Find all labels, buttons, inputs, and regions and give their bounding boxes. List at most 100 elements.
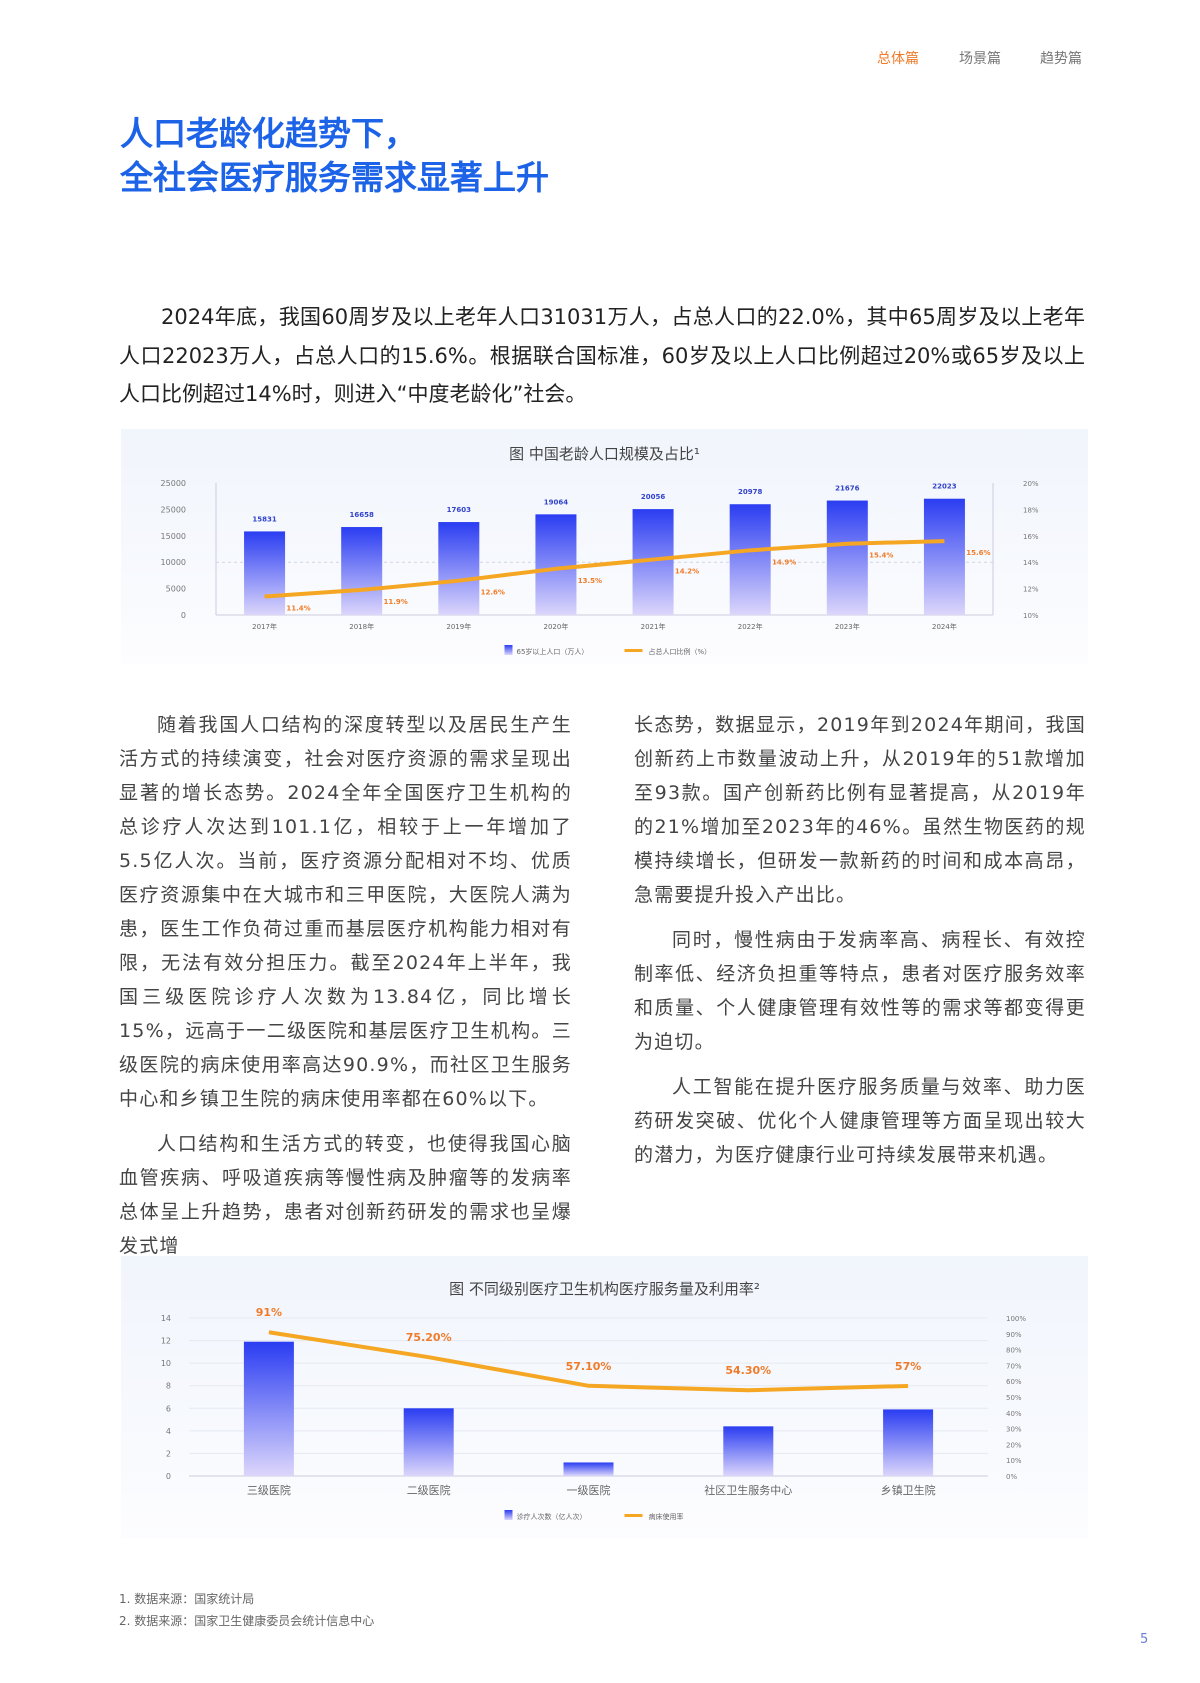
right-axis-tick-label: 0% bbox=[1006, 1473, 1017, 1481]
body-paragraph: 人口结构和生活方式的转变，也使得我国心脑血管疾病、呼吸道疾病等慢性病及肿瘤等的发… bbox=[119, 1133, 572, 1257]
left-axis-tick-label: 10 bbox=[161, 1359, 171, 1368]
x-axis-category-label: 2020年 bbox=[544, 622, 569, 631]
page-title: 人口老龄化趋势下， 全社会医疗服务需求显著上升 bbox=[120, 112, 549, 200]
bar-value-label: 21676 bbox=[835, 485, 859, 493]
line-value-label: 75.20% bbox=[406, 1331, 452, 1344]
right-axis-tick-label: 40% bbox=[1006, 1410, 1022, 1418]
body-paragraph: 同时，慢性病由于发病率高、病程长、有效控制率低、经济负担重等特点，患者对医疗服务… bbox=[634, 929, 1086, 1053]
x-axis-category-label: 一级医院 bbox=[567, 1483, 611, 1497]
right-axis-tick-label: 20% bbox=[1023, 480, 1039, 488]
left-axis-tick-label: 25000 bbox=[161, 479, 186, 488]
chart-title: 图 中国老龄人口规模及占比¹ bbox=[509, 445, 700, 463]
legend-bar-swatch bbox=[504, 645, 513, 655]
title-line-1: 人口老龄化趋势下， bbox=[120, 114, 417, 153]
left-axis-tick-label: 14 bbox=[161, 1314, 171, 1323]
line-value-label: 57% bbox=[895, 1360, 921, 1373]
x-axis-category-label: 三级医院 bbox=[247, 1483, 291, 1497]
right-axis-tick-label: 90% bbox=[1006, 1331, 1022, 1339]
legend-bar-label: 诊疗人次数（亿人次） bbox=[517, 1512, 587, 1521]
x-axis-category-label: 2024年 bbox=[932, 622, 957, 631]
left-axis-tick-label: 12 bbox=[161, 1337, 171, 1346]
legend-bar-swatch bbox=[504, 1510, 513, 1520]
bar bbox=[535, 514, 577, 615]
x-axis-category-label: 2021年 bbox=[641, 622, 666, 631]
bar bbox=[923, 498, 965, 615]
bar-value-label: 16658 bbox=[350, 511, 374, 519]
title-line-2: 全社会医疗服务需求显著上升 bbox=[120, 158, 549, 197]
body-paragraph: 长态势，数据显示，2019年到2024年期间，我国创新药上市数量波动上升，从20… bbox=[634, 714, 1086, 906]
bar-value-label: 20978 bbox=[738, 488, 762, 496]
legend-line-label: 占总人口比例（%） bbox=[649, 647, 712, 656]
nav-tab-overview[interactable]: 总体篇 bbox=[877, 51, 919, 67]
right-axis-tick-label: 100% bbox=[1006, 1315, 1026, 1323]
line-value-label: 12.6% bbox=[481, 589, 505, 597]
x-axis-category-label: 2023年 bbox=[835, 622, 860, 631]
bar bbox=[438, 522, 480, 615]
bar bbox=[826, 500, 868, 615]
bar bbox=[244, 531, 286, 615]
bar bbox=[723, 1426, 774, 1476]
body-right-column: 长态势，数据显示，2019年到2024年期间，我国创新药上市数量波动上升，从20… bbox=[634, 708, 1086, 1183]
left-axis-tick-label: 0 bbox=[181, 611, 186, 620]
chart-title: 图 不同级别医疗卫生机构医疗服务量及利用率² bbox=[449, 1280, 760, 1298]
line-series bbox=[268, 1330, 909, 1393]
bar bbox=[883, 1409, 934, 1476]
line-value-label: 54.30% bbox=[725, 1364, 771, 1377]
chart-hospital-service-svg: 图 不同级别医疗卫生机构医疗服务量及利用率² 0 2 4 6 8 10 12 14 0% 10% 20… bbox=[161, 1280, 1027, 1521]
right-axis-tick-label: 70% bbox=[1006, 1362, 1022, 1370]
left-axis-tick-label: 6 bbox=[166, 1404, 171, 1413]
line-series bbox=[264, 539, 945, 599]
line-value-label: 57.10% bbox=[566, 1360, 612, 1373]
left-axis-tick-label: 25000 bbox=[161, 505, 186, 514]
line-value-label: 11.9% bbox=[384, 598, 408, 606]
bar-value-label: 22023 bbox=[932, 483, 956, 491]
left-axis-tick-label: 5000 bbox=[166, 585, 186, 594]
line-value-label: 15.4% bbox=[869, 552, 893, 560]
left-axis-tick-label: 0 bbox=[166, 1472, 171, 1481]
chart-elderly-population: 图 中国老龄人口规模及占比¹ 0 5000 10000 15000 25000 25000 1… bbox=[121, 429, 1088, 664]
right-axis-tick-label: 60% bbox=[1006, 1378, 1022, 1386]
body-paragraph: 随着我国人口结构的深度转型以及居民生产生活方式的持续演变，社会对医疗资源的需求呈… bbox=[119, 714, 572, 1110]
x-axis-category-label: 2018年 bbox=[349, 622, 374, 631]
line-value-label: 14.9% bbox=[772, 558, 796, 566]
bar-value-label: 19064 bbox=[544, 498, 568, 506]
right-axis-tick-label: 18% bbox=[1023, 506, 1039, 514]
legend-line-swatch bbox=[624, 649, 643, 652]
left-axis-tick-label: 2 bbox=[166, 1449, 171, 1458]
x-axis-category-label: 乡镇卫生院 bbox=[881, 1483, 936, 1497]
x-axis-category-label: 2019年 bbox=[446, 622, 471, 631]
line-value-label: 14.2% bbox=[675, 568, 699, 576]
left-axis-tick-label: 4 bbox=[166, 1427, 171, 1436]
right-axis-tick-label: 50% bbox=[1006, 1394, 1022, 1402]
bar-value-label: 15831 bbox=[252, 515, 276, 523]
body-left-column: 随着我国人口结构的深度转型以及居民生产生活方式的持续演变，社会对医疗资源的需求呈… bbox=[119, 708, 572, 1274]
right-axis-tick-label: 30% bbox=[1006, 1426, 1022, 1434]
bar bbox=[341, 527, 383, 615]
line-value-label: 11.4% bbox=[286, 605, 310, 613]
right-axis-tick-label: 20% bbox=[1006, 1441, 1022, 1449]
nav-tab-scenarios[interactable]: 场景篇 bbox=[959, 51, 1001, 67]
legend-line-swatch bbox=[624, 1514, 643, 1517]
page-number: 5 bbox=[1140, 1632, 1149, 1647]
bar-value-label: 20056 bbox=[641, 493, 665, 501]
right-axis-tick-label: 14% bbox=[1023, 559, 1039, 567]
right-axis-tick-label: 12% bbox=[1023, 586, 1039, 594]
bar-value-label: 17603 bbox=[447, 506, 471, 514]
x-axis-category-label: 2022年 bbox=[738, 622, 763, 631]
x-axis-category-label: 社区卫生服务中心 bbox=[704, 1483, 792, 1497]
footnote-1: 1. 数据来源：国家统计局 bbox=[119, 1592, 255, 1606]
body-paragraph: 人工智能在提升医疗服务质量与效率、助力医药研发突破、优化个人健康管理等方面呈现出… bbox=[634, 1076, 1086, 1166]
left-axis-tick-label: 8 bbox=[166, 1382, 171, 1391]
footnote-2: 2. 数据来源：国家卫生健康委员会统计信息中心 bbox=[119, 1614, 375, 1628]
x-axis-category-label: 二级医院 bbox=[407, 1483, 451, 1497]
left-axis-tick-label: 15000 bbox=[161, 532, 186, 541]
nav-tab-trends[interactable]: 趋势篇 bbox=[1040, 51, 1082, 67]
bar bbox=[563, 1462, 614, 1476]
chart-hospital-service: 图 不同级别医疗卫生机构医疗服务量及利用率² 0 2 4 6 8 10 12 14 0% 10% 20… bbox=[121, 1256, 1088, 1539]
line-value-label: 13.5% bbox=[578, 577, 602, 585]
line-value-label: 91% bbox=[256, 1306, 282, 1319]
legend-line-label: 病床使用率 bbox=[649, 1512, 684, 1521]
right-axis-tick-label: 80% bbox=[1006, 1347, 1022, 1355]
intro-paragraph: 2024年底，我国60周岁及以上老年人口31031万人，占总人口的22.0%，其… bbox=[119, 305, 1085, 406]
